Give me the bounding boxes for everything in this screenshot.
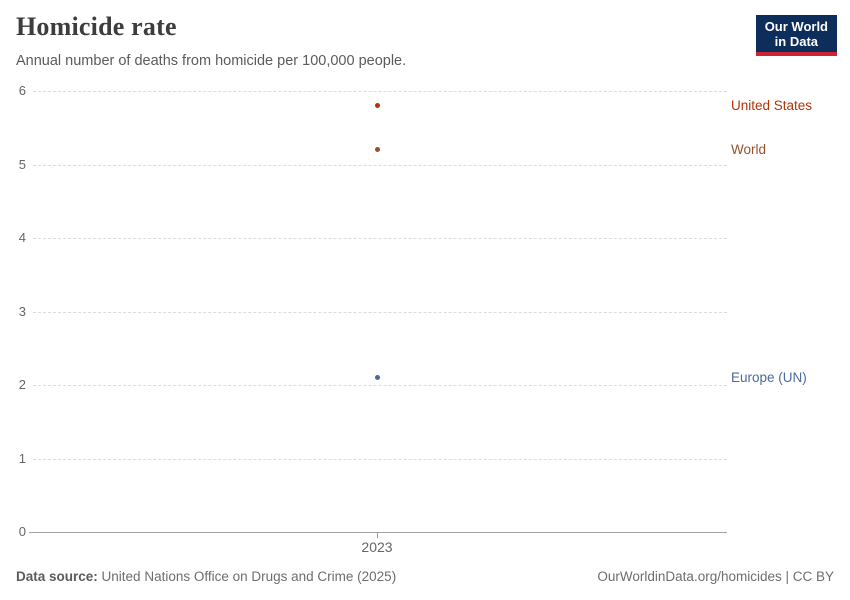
data-point-europe-un[interactable] [374, 375, 380, 381]
owid-logo[interactable]: Our World in Data [755, 15, 837, 56]
data-source-label: Data source: [16, 569, 98, 584]
gridline-y-3 [33, 311, 727, 313]
owid-logo-line2: in Data [774, 34, 819, 49]
y-axis-tick-label-4: 4 [18, 230, 26, 245]
data-point-world[interactable] [374, 147, 380, 153]
x-axis-tick-label: 2023 [361, 539, 393, 555]
y-axis-tick-label-3: 3 [18, 303, 26, 319]
data-source-text: United Nations Office on Drugs and Crime… [101, 569, 397, 584]
y-axis-tick-label-2: 2 [18, 377, 26, 392]
gridline-y-4 [33, 238, 727, 239]
gridline-y-6 [33, 91, 727, 92]
chart-footer: Data source: United Nations Office on Dr… [16, 569, 834, 584]
gridline-y-1 [33, 458, 727, 460]
chart-subtitle: Annual number of deaths from homicide pe… [16, 53, 407, 69]
gridline-y-2 [33, 385, 727, 386]
y-axis-tick-label-0: 0 [18, 524, 26, 539]
y-axis-tick-label-6: 6 [18, 83, 26, 98]
owid-url-link[interactable]: OurWorldinData.org/homicides | CC BY [597, 569, 834, 584]
series-label-united-states[interactable]: United States [731, 97, 813, 113]
gridline-y-5 [33, 164, 727, 166]
chart-title: Homicide rate [16, 12, 177, 41]
data-point-united-states[interactable] [374, 103, 380, 109]
data-source-note: Data source: United Nations Office on Dr… [16, 569, 396, 584]
owid-logo-line1: Our World [764, 19, 828, 34]
series-label-europe-un[interactable]: Europe (UN) [731, 369, 807, 385]
x-axis-baseline [29, 532, 727, 533]
y-axis-tick-label-5: 5 [18, 156, 26, 172]
y-axis-tick-label-1: 1 [18, 450, 26, 466]
series-label-world[interactable]: World [731, 141, 767, 157]
x-axis-tick-mark [377, 533, 378, 538]
